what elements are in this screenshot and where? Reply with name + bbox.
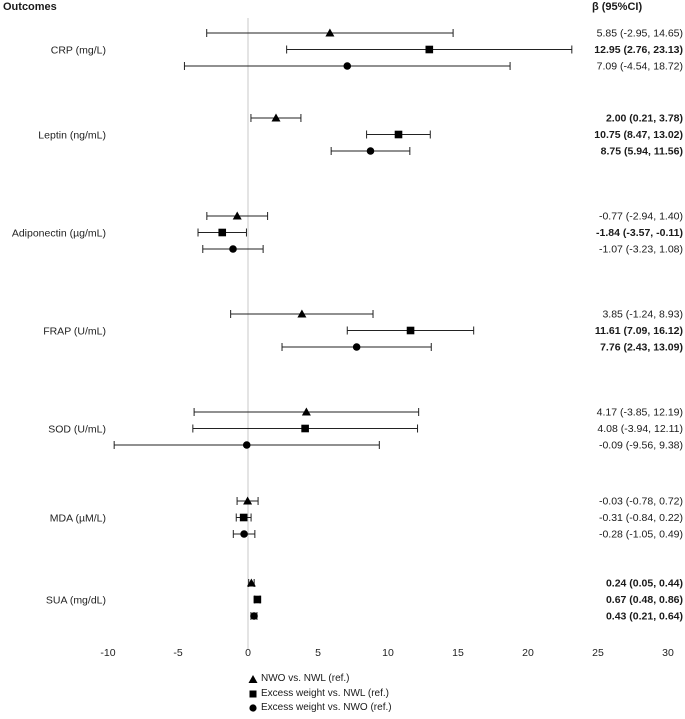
outcome-label: MDA (µM/L) [50, 513, 106, 525]
outcome-label: Adiponectin (µg/mL) [12, 228, 106, 240]
legend-label: Excess weight vs. NWO (ref.) [261, 702, 392, 713]
beta-ci-value: -0.28 (-1.05, 0.49) [599, 529, 683, 541]
beta-ci-value: -0.31 (-0.84, 0.22) [599, 512, 683, 524]
beta-ci-value: 0.67 (0.48, 0.86) [606, 594, 683, 606]
circle-point [366, 147, 375, 155]
legend-label: NWO vs. NWL (ref.) [261, 673, 350, 684]
circle-point [352, 343, 361, 351]
beta-ci-value: -0.77 (-2.94, 1.40) [599, 211, 683, 223]
square-point [301, 424, 309, 433]
triangle-point [246, 578, 256, 587]
legend-label: Excess weight vs. NWL (ref.) [261, 687, 389, 699]
beta-ci-value: 0.43 (0.21, 0.64) [606, 611, 683, 623]
square-point [239, 513, 248, 522]
beta-ci-header: β (95%CI) [592, 1, 643, 13]
triangle-marker-icon [248, 675, 258, 684]
square-point [253, 595, 262, 604]
beta-ci-value: 7.76 (2.43, 13.09) [600, 342, 683, 354]
circle-point [242, 441, 251, 449]
beta-ci-value: -0.03 (-0.78, 0.72) [599, 496, 683, 508]
circle-point [229, 245, 237, 253]
outcomes-header: Outcomes [3, 1, 57, 13]
square-point [394, 130, 403, 139]
beta-ci-value: 7.09 (-4.54, 18.72) [597, 61, 683, 73]
square-point [218, 228, 227, 237]
x-tick-label: -10 [100, 647, 115, 659]
beta-ci-value: 5.85 (-2.95, 14.65) [597, 28, 683, 40]
x-tick-label: 30 [662, 647, 674, 659]
beta-ci-value: 8.75 (5.94, 11.56) [601, 146, 683, 158]
beta-ci-value: 10.75 (8.47, 13.02) [594, 129, 683, 141]
beta-ci-value: 4.08 (-3.94, 12.11) [597, 423, 683, 435]
legend-item-excess-vs-nwl: Excess weight vs. NWL (ref.) [248, 687, 392, 702]
beta-ci-value: 12.95 (2.76, 23.13) [594, 44, 683, 56]
triangle-point [325, 28, 335, 37]
outcome-label: Leptin (ng/mL) [38, 130, 106, 142]
outcome-label: SUA (mg/dL) [46, 595, 106, 607]
x-tick-label: 5 [315, 647, 321, 659]
beta-ci-value: 2.00 (0.21, 3.78) [606, 113, 683, 125]
x-tick-label: 25 [592, 647, 604, 659]
circle-point [250, 612, 258, 620]
triangle-point [301, 407, 311, 416]
triangle-point [297, 309, 307, 318]
beta-ci-value: -1.84 (-3.57, -0.11) [596, 227, 683, 239]
x-tick-label: 10 [382, 647, 394, 659]
square-marker-icon [249, 690, 257, 698]
triangle-point [232, 211, 242, 220]
outcome-label: SOD (U/mL) [48, 424, 106, 436]
square-point [406, 326, 415, 335]
square-point [425, 45, 434, 54]
triangle-point [271, 113, 281, 122]
x-tick-label: -5 [173, 647, 182, 659]
legend-item-nwo-vs-nwl: NWO vs. NWL (ref.) [248, 672, 392, 687]
legend-item-excess-vs-nwo: Excess weight vs. NWO (ref.) [248, 701, 392, 716]
x-tick-label: 15 [452, 647, 464, 659]
circle-marker-icon [249, 704, 257, 712]
x-tick-label: 0 [245, 647, 251, 659]
legend: NWO vs. NWL (ref.) Excess weight vs. NWL… [248, 672, 392, 716]
outcome-label: CRP (mg/L) [51, 45, 106, 57]
circle-point [240, 530, 248, 538]
outcome-label: FRAP (U/mL) [43, 326, 106, 338]
beta-ci-value: 3.85 (-1.24, 8.93) [602, 309, 683, 321]
beta-ci-value: 4.17 (-3.85, 12.19) [597, 407, 683, 419]
beta-ci-value: 0.24 (0.05, 0.44) [606, 578, 683, 590]
circle-point [343, 62, 352, 70]
beta-ci-value: -1.07 (-3.23, 1.08) [599, 244, 683, 256]
triangle-point [243, 496, 253, 505]
beta-ci-value: -0.09 (-9.56, 9.38) [599, 440, 683, 452]
x-tick-label: 20 [522, 647, 534, 659]
beta-ci-value: 11.61 (7.09, 16.12) [595, 325, 683, 337]
